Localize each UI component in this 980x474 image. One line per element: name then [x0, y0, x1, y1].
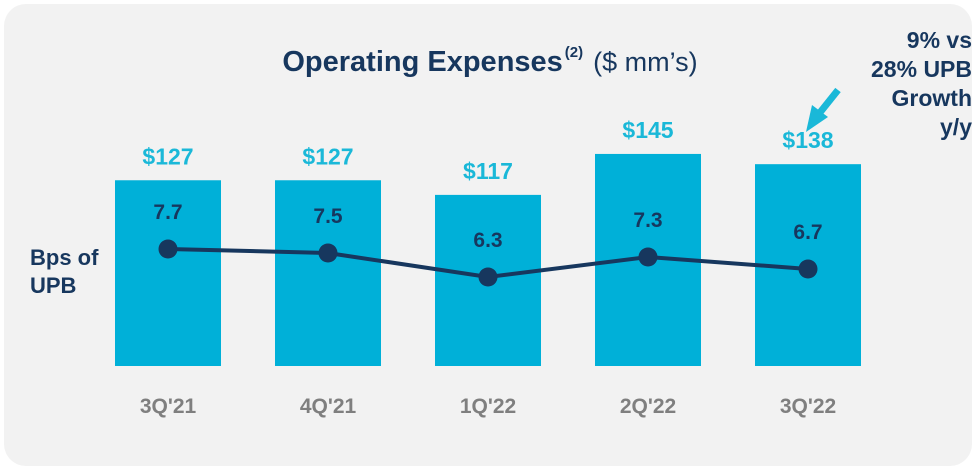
bar-value-label-2: $117 — [463, 158, 513, 184]
growth-callout: 9% vs 28% UPB Growth y/y — [871, 27, 972, 140]
callout-arrow-shaft — [815, 87, 841, 118]
bps-point-4 — [798, 259, 818, 279]
bps-value-label-4: 6.7 — [793, 221, 822, 244]
bars-layer — [115, 153, 861, 366]
bar-0 — [115, 180, 221, 366]
bps-point-3 — [638, 247, 658, 267]
bar-value-label-3: $145 — [622, 117, 673, 143]
bps-value-label-0: 7.7 — [153, 201, 182, 224]
line-series-label: Bps of UPB — [30, 245, 99, 298]
x-tick-label-3: 2Q'22 — [620, 395, 676, 418]
bps-point-2 — [478, 267, 498, 287]
x-tick-label-2: 1Q'22 — [460, 395, 516, 418]
x-tick-label-0: 3Q'21 — [140, 395, 197, 418]
bar-value-label-0: $127 — [142, 143, 193, 169]
bps-point-1 — [318, 243, 338, 263]
bar-value-label-4: $138 — [782, 127, 833, 153]
x-tick-label-1: 4Q'21 — [300, 395, 357, 418]
chart-title: Operating Expenses (2) ($ mm’s) — [0, 44, 980, 79]
bar-1 — [275, 180, 381, 366]
labels-layer: $127 3Q'21 $127 4Q'21 $117 1Q'22 $145 2Q'22 $138… — [140, 87, 841, 418]
line-layer — [158, 239, 818, 287]
x-tick-label-4: 3Q'22 — [780, 395, 836, 418]
title-superscript: (2) — [564, 44, 584, 61]
callout-arrow-head — [806, 105, 828, 132]
bps-value-label-1: 7.5 — [313, 205, 343, 228]
bar-value-label-1: $127 — [302, 143, 353, 169]
bps-value-label-2: 6.3 — [473, 229, 502, 252]
title-unit: ($ mm’s) — [593, 47, 698, 77]
bps-point-0 — [158, 239, 178, 259]
title-main: Operating Expenses — [282, 46, 563, 78]
bps-value-label-3: 7.3 — [633, 209, 662, 232]
